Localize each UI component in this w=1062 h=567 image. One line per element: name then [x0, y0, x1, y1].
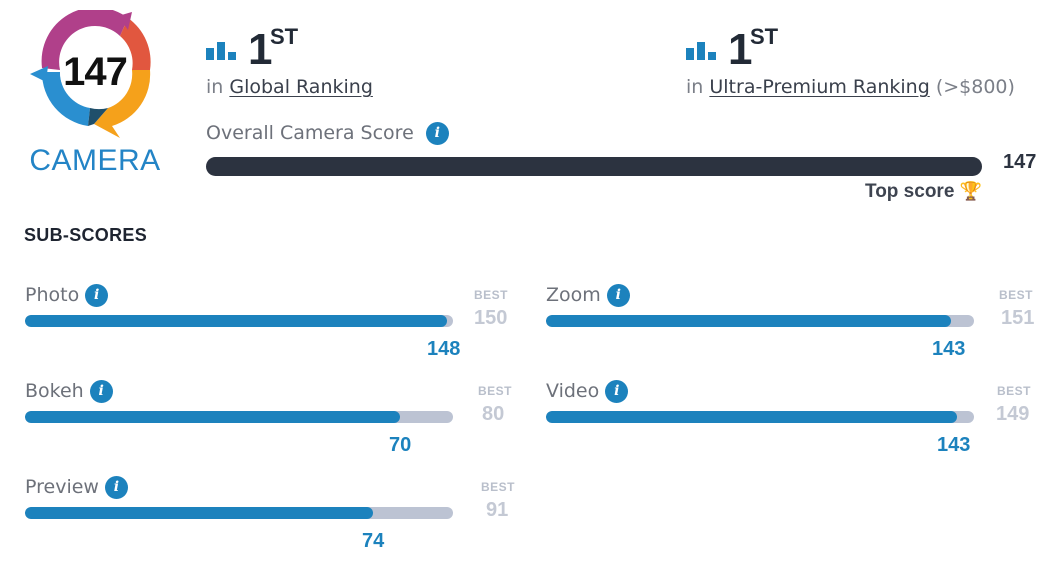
- sub-score-value: 148: [427, 338, 461, 360]
- overall-score-label-row: Overall Camera Score i: [206, 122, 449, 145]
- segment-ranking-prefix: in: [686, 76, 704, 98]
- sub-score-fill: [25, 315, 448, 327]
- global-rank-number: 1: [248, 25, 273, 74]
- overall-score-bar: [206, 157, 982, 176]
- segment-rank-suffix: ST: [750, 24, 779, 49]
- sub-scores-heading: SUB-SCORES: [24, 225, 148, 245]
- global-ranking-link[interactable]: Global Ranking: [229, 76, 373, 98]
- segment-ranking-link[interactable]: Ultra-Premium Ranking: [709, 76, 930, 98]
- top-score-label: Top score: [865, 181, 955, 202]
- best-tag: BEST: [478, 384, 513, 398]
- best-tag: BEST: [997, 384, 1032, 398]
- best-tag: BEST: [999, 288, 1034, 302]
- segment-rank-number: 1: [728, 25, 753, 74]
- sub-score-label-row: Photo i: [25, 284, 109, 307]
- bar-chart-icon: [206, 42, 236, 60]
- sub-score-fill: [25, 411, 400, 423]
- global-ranking-prefix: in: [206, 76, 224, 98]
- sub-score-label: Preview: [25, 476, 99, 498]
- best-tag: BEST: [481, 480, 516, 494]
- segment-ranking-line: in Ultra-Premium Ranking (>$800): [686, 76, 1015, 98]
- best-tag: BEST: [474, 288, 509, 302]
- sub-score-label: Video: [546, 380, 600, 402]
- info-icon[interactable]: i: [606, 284, 630, 307]
- info-icon[interactable]: i: [605, 380, 629, 403]
- sub-score-label: Bokeh: [25, 380, 84, 402]
- best-value: 91: [486, 499, 509, 521]
- bar-chart-icon: [686, 42, 716, 60]
- sub-score-value: 74: [362, 530, 385, 552]
- best-value: 80: [482, 403, 505, 425]
- trophy-icon: 🏆: [959, 181, 983, 201]
- sub-score-track: [25, 315, 453, 327]
- info-icon[interactable]: i: [85, 284, 109, 307]
- sub-score-track: [546, 315, 974, 327]
- best-value: 151: [1001, 307, 1035, 329]
- sub-score-value: 143: [932, 338, 966, 360]
- top-score-tag: Top score 🏆: [865, 181, 982, 203]
- badge-ring-icon: [30, 10, 151, 138]
- sub-score-video: Video i BEST 149 143: [546, 380, 1036, 470]
- sub-score-label-row: Bokeh i: [25, 380, 113, 403]
- sub-score-track: [25, 411, 453, 423]
- best-value: 150: [474, 307, 508, 329]
- overall-score-value: 147: [1003, 151, 1037, 173]
- sub-score-label-row: Preview i: [25, 476, 128, 499]
- sub-score-label: Photo: [25, 284, 80, 306]
- sub-score-bokeh: Bokeh i BEST 80 70: [25, 380, 515, 470]
- global-rank-suffix: ST: [270, 24, 299, 49]
- badge-label: CAMERA: [29, 144, 161, 177]
- info-icon[interactable]: i: [104, 476, 128, 499]
- info-icon[interactable]: i: [425, 122, 449, 145]
- badge-score: 147: [63, 50, 128, 94]
- sub-score-fill: [25, 507, 373, 519]
- info-icon[interactable]: i: [89, 380, 113, 403]
- sub-score-value: 143: [937, 434, 971, 456]
- global-ranking-line: in Global Ranking: [206, 76, 373, 98]
- sub-score-value: 70: [389, 434, 412, 456]
- sub-score-fill: [546, 411, 957, 423]
- overall-score-label: Overall Camera Score: [206, 122, 414, 144]
- sub-score-track: [25, 507, 453, 519]
- sub-score-label-row: Video i: [546, 380, 629, 403]
- sub-score-fill: [546, 315, 952, 327]
- sub-score-label-row: Zoom i: [546, 284, 630, 307]
- sub-score-preview: Preview i BEST 91 74: [25, 476, 515, 566]
- best-value: 149: [996, 403, 1030, 425]
- segment-ranking-note: (>$800): [935, 76, 1015, 98]
- camera-score-badge: 147 CAMERA: [28, 10, 162, 180]
- sub-score-label: Zoom: [546, 284, 601, 306]
- sub-score-zoom: Zoom i BEST 151 143: [546, 284, 1036, 374]
- sub-score-photo: Photo i BEST 150 148: [25, 284, 515, 374]
- sub-score-track: [546, 411, 974, 423]
